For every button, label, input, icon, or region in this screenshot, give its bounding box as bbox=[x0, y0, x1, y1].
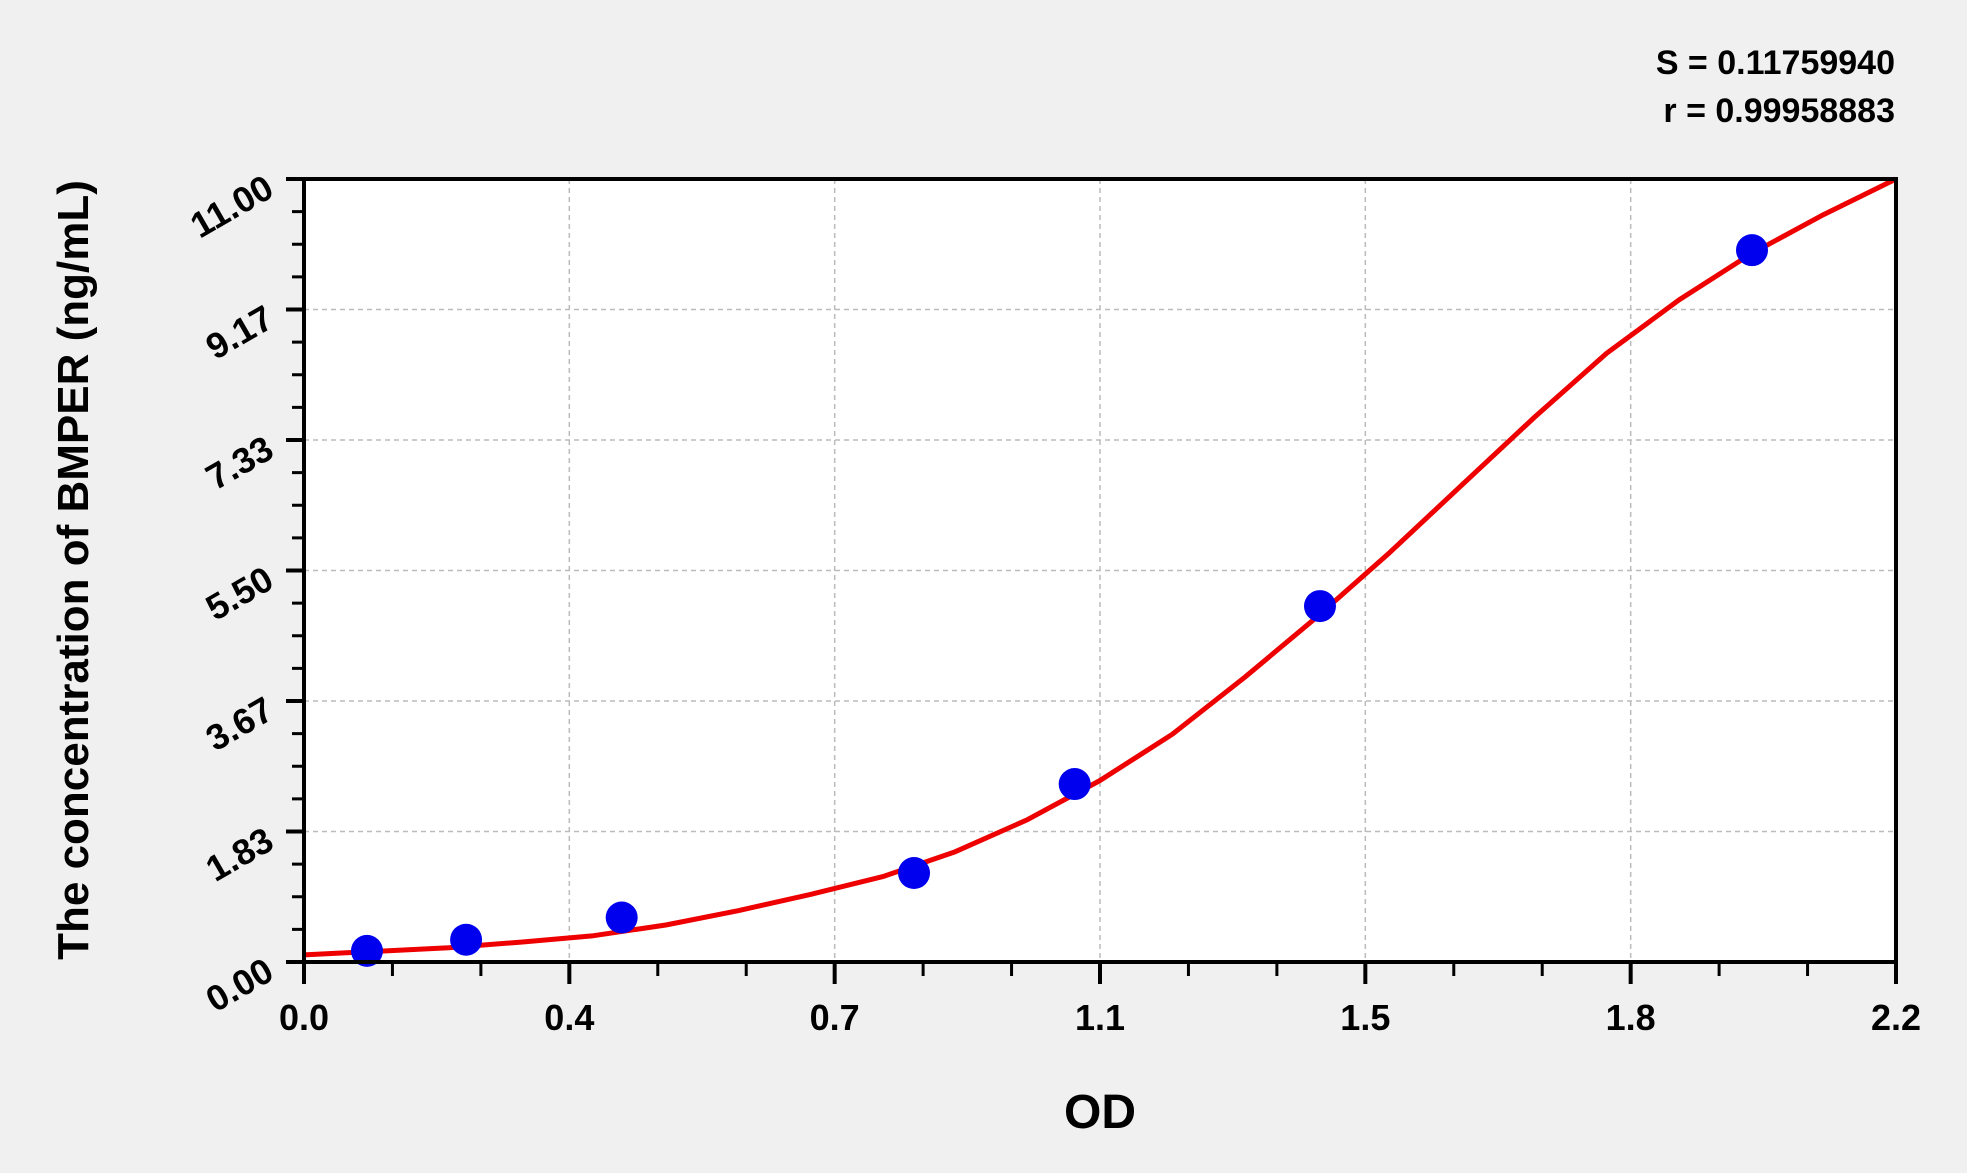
points-layer bbox=[350, 234, 1768, 967]
data-point bbox=[1303, 590, 1336, 623]
x-tick-label: 0.7 bbox=[810, 997, 860, 1038]
x-axis-label: OD bbox=[1064, 1086, 1136, 1139]
x-tick-label: 0.4 bbox=[544, 997, 594, 1038]
plot-frame bbox=[302, 177, 1898, 964]
data-point bbox=[605, 901, 638, 934]
x-tick-label: 1.1 bbox=[1075, 997, 1125, 1038]
x-tick-label: 2.2 bbox=[1871, 997, 1921, 1038]
annotation-s: S = 0.11759940 bbox=[1656, 44, 1895, 82]
fit-curve bbox=[303, 176, 1898, 958]
data-point bbox=[450, 923, 483, 956]
data-point bbox=[1058, 768, 1091, 801]
x-tick-label: 1.5 bbox=[1340, 997, 1390, 1038]
data-point bbox=[350, 934, 383, 967]
fit-curve-layer bbox=[303, 176, 1898, 958]
data-point bbox=[898, 857, 931, 890]
y-axis-label: The concentration of BMPER (ng/mL) bbox=[49, 180, 98, 960]
annotation-r: r = 0.99958883 bbox=[1663, 92, 1895, 130]
x-tick-label: 0.0 bbox=[279, 997, 329, 1038]
data-point bbox=[1735, 234, 1768, 267]
x-tick-label: 1.8 bbox=[1606, 997, 1656, 1038]
grid bbox=[304, 179, 1896, 962]
